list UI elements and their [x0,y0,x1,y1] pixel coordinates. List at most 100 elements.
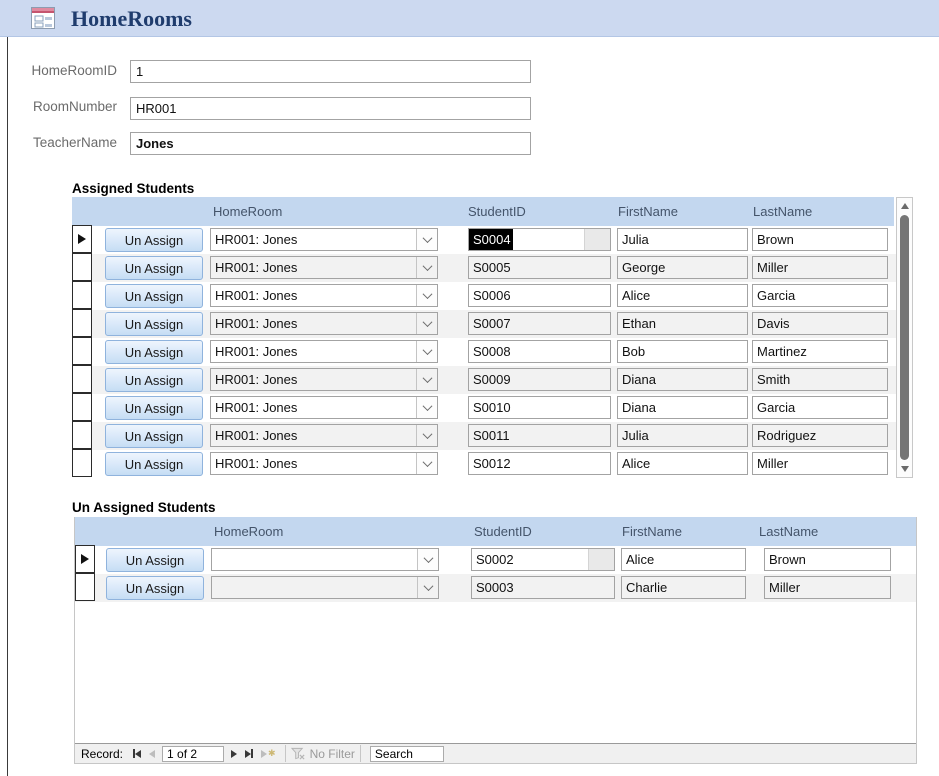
lastname-field[interactable]: Davis [752,312,888,335]
homeroomid-input[interactable]: 1 [130,60,531,83]
studentid-field[interactable]: S0012 [468,452,611,475]
un-assign-button[interactable]: Un Assign [105,424,203,448]
homeroom-combobox[interactable]: HR001: Jones [210,340,438,363]
homeroom-combobox[interactable]: HR001: Jones [210,396,438,419]
new-record-button[interactable]: ✱ [261,749,276,758]
homeroom-combobox[interactable]: HR001: Jones [210,424,438,447]
combo-dropdown-button[interactable] [416,453,437,474]
firstname-field[interactable]: Diana [617,368,748,391]
homeroom-combobox[interactable]: HR001: Jones [210,312,438,335]
no-filter-button[interactable]: No Filter [290,747,355,761]
firstname-field[interactable]: Diana [617,396,748,419]
combo-dropdown-button[interactable] [416,425,437,446]
firstname-field[interactable]: Alice [621,548,746,571]
chevron-down-icon [423,553,433,564]
previous-record-button[interactable] [149,749,156,758]
firstname-field[interactable]: Julia [617,228,748,251]
record-selector[interactable] [72,421,92,449]
table-row: Un Assign S0002 Alice Brown [75,545,916,574]
scroll-up-icon[interactable] [897,199,912,213]
un-assign-button[interactable]: Un Assign [105,312,203,336]
record-selector[interactable] [75,545,95,573]
record-selector[interactable] [72,309,92,337]
record-selector[interactable] [72,393,92,421]
firstname-field[interactable]: Charlie [621,576,746,599]
combo-dropdown-button[interactable] [416,369,437,390]
first-record-button[interactable] [133,749,142,758]
combo-dropdown-button[interactable] [416,313,437,334]
filter-funnel-icon [290,747,305,760]
lastname-field[interactable]: Miller [764,576,891,599]
lastname-field[interactable]: Martinez [752,340,888,363]
studentid-field[interactable]: S0010 [468,396,611,419]
record-selector[interactable] [75,573,95,601]
firstname-field[interactable]: Bob [617,340,748,363]
studentid-field[interactable]: S0002 [471,548,615,571]
un-assign-button[interactable]: Un Assign [105,368,203,392]
studentid-field[interactable]: S0009 [468,368,611,391]
chevron-down-icon [423,581,433,592]
homeroom-combobox[interactable]: HR001: Jones [210,256,438,279]
lastname-field[interactable]: Smith [752,368,888,391]
un-assign-button[interactable]: Un Assign [105,396,203,420]
record-selector[interactable] [72,365,92,393]
studentid-field[interactable]: S0008 [468,340,611,363]
record-selector[interactable] [72,253,92,281]
record-position-input[interactable]: 1 of 2 [162,745,225,762]
lastname-field[interactable]: Brown [752,228,888,251]
homeroom-combobox[interactable]: HR001: Jones [210,368,438,391]
studentid-field[interactable]: S0003 [471,576,615,599]
firstname-field[interactable]: George [617,256,748,279]
lastname-field[interactable]: Miller [752,256,888,279]
studentid-field[interactable]: S0006 [468,284,611,307]
lastname-field[interactable]: Garcia [752,284,888,307]
combo-dropdown-button[interactable] [416,257,437,278]
record-selector[interactable] [72,225,92,253]
homeroom-combobox[interactable]: HR001: Jones [210,228,438,251]
un-assign-button[interactable]: Un Assign [105,228,203,252]
un-assign-button[interactable]: Un Assign [105,452,203,476]
record-selector[interactable] [72,281,92,309]
un-assign-button[interactable]: Un Assign [105,284,203,308]
lastname-field[interactable]: Garcia [752,396,888,419]
combo-dropdown-button[interactable] [416,229,437,250]
firstname-field[interactable]: Alice [617,452,748,475]
record-selector[interactable] [72,449,92,477]
combo-dropdown-button[interactable] [417,577,438,598]
record-selector[interactable] [72,337,92,365]
next-record-button[interactable] [231,749,238,758]
un-assign-button[interactable]: Un Assign [105,256,203,280]
scrollbar-thumb[interactable] [900,215,909,460]
lastname-field[interactable]: Rodriguez [752,424,888,447]
search-input[interactable]: Search [369,745,444,762]
studentid-field[interactable]: S0007 [468,312,611,335]
firstname-field[interactable]: Julia [617,424,748,447]
scroll-down-icon[interactable] [897,462,912,476]
un-assign-button[interactable]: Un Assign [106,576,204,600]
un-assign-button[interactable]: Un Assign [106,548,204,572]
studentid-field[interactable]: S0004 [468,228,611,251]
combo-dropdown-button[interactable] [417,549,438,570]
firstname-value: George [622,260,666,275]
firstname-value: Ethan [622,316,656,331]
combo-dropdown-button[interactable] [416,285,437,306]
last-record-button[interactable] [245,749,254,758]
combo-dropdown-button[interactable] [416,397,437,418]
lastname-field[interactable]: Brown [764,548,891,571]
homeroom-combobox[interactable] [211,576,439,599]
un-assign-button[interactable]: Un Assign [105,340,203,364]
teachername-input[interactable]: Jones [130,132,531,155]
roomnumber-input[interactable]: HR001 [130,97,531,120]
lastname-field[interactable]: Miller [752,452,888,475]
vertical-scrollbar[interactable] [896,197,913,478]
column-header-firstname: FirstName [622,524,682,539]
homeroom-combobox[interactable] [211,548,439,571]
homeroom-combobox[interactable]: HR001: Jones [210,284,438,307]
studentid-field[interactable]: S0011 [468,424,611,447]
combo-dropdown-button[interactable] [416,341,437,362]
chevron-down-icon [422,345,432,356]
firstname-field[interactable]: Alice [617,284,748,307]
homeroom-combobox[interactable]: HR001: Jones [210,452,438,475]
firstname-field[interactable]: Ethan [617,312,748,335]
studentid-field[interactable]: S0005 [468,256,611,279]
